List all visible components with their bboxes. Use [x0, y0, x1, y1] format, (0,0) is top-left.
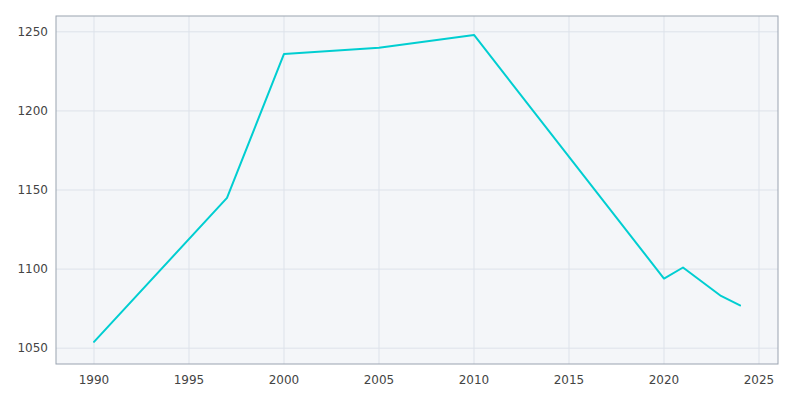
y-grid-line	[56, 269, 778, 270]
x-tick-label: 2005	[364, 373, 395, 387]
data-marks	[94, 35, 740, 342]
y-grid-line	[56, 348, 778, 349]
x-tick-label: 1995	[174, 373, 205, 387]
tick-labels: 1990 1995 2000 2005 2010 2015 2020 2025 1050 1100…	[17, 25, 774, 387]
page: {"chart_data": {"type": "line", "x": [19…	[0, 0, 800, 400]
x-tick-label: 1990	[79, 373, 110, 387]
y-grid-line	[56, 110, 778, 111]
chart-container: 1990 1995 2000 2005 2010 2015 2020 2025 1050 1100…	[0, 0, 800, 400]
y-grid-line	[56, 190, 778, 191]
y-tick-label: 1050	[17, 341, 48, 355]
x-tick-label: 2010	[459, 373, 490, 387]
y-tick-label: 1150	[17, 183, 48, 197]
plot-background	[56, 16, 778, 364]
y-tick-label: 1100	[17, 262, 48, 276]
chart-svg: 1990 1995 2000 2005 2010 2015 2020 2025 1050 1100…	[0, 0, 800, 400]
grid	[56, 16, 778, 364]
y-grid-line	[56, 31, 778, 32]
data-line	[94, 35, 740, 342]
y-tick-label: 1200	[17, 104, 48, 118]
plot-frame	[56, 16, 778, 364]
x-tick-label: 2015	[554, 373, 585, 387]
x-tick-label: 2020	[649, 373, 680, 387]
x-tick-label: 2025	[744, 373, 775, 387]
y-tick-label: 1250	[17, 25, 48, 39]
x-tick-label: 2000	[269, 373, 300, 387]
